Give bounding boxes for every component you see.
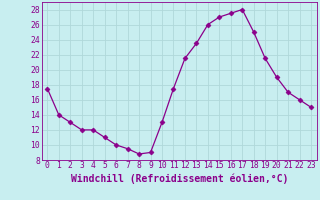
X-axis label: Windchill (Refroidissement éolien,°C): Windchill (Refroidissement éolien,°C) xyxy=(70,173,288,184)
